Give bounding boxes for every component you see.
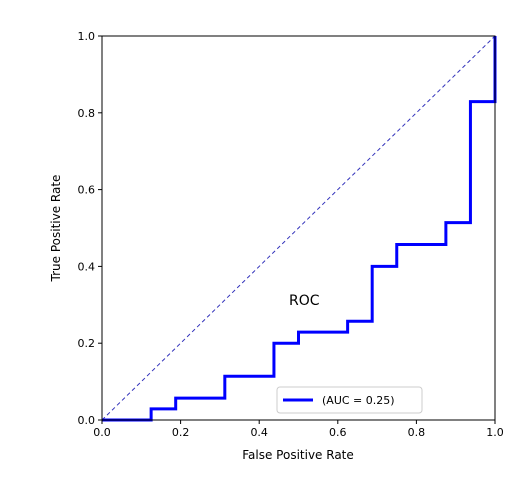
x-tick-label: 0.2 [172, 426, 190, 439]
legend-label: (AUC = 0.25) [322, 394, 395, 407]
y-axis-ticks: 0.0 0.2 0.4 0.6 0.8 1.0 [78, 30, 102, 427]
x-axis-ticks: 0.0 0.2 0.4 0.6 0.8 1.0 [93, 420, 504, 439]
roc-annotation: ROC [289, 293, 320, 309]
roc-curve-line [102, 36, 497, 422]
y-tick-label: 0.2 [78, 337, 96, 350]
legend: (AUC = 0.25) [276, 386, 423, 414]
x-tick-label: 0.6 [329, 426, 347, 439]
x-axis-label: False Positive Rate [242, 448, 354, 462]
x-tick-label: 0.0 [93, 426, 111, 439]
y-tick-label: 0.6 [78, 184, 96, 197]
y-axis-label: True Positive Rate [49, 175, 63, 283]
plot-area [101, 35, 497, 422]
x-tick-label: 0.8 [408, 426, 426, 439]
x-tick-label: 0.4 [250, 426, 268, 439]
y-tick-label: 1.0 [78, 30, 96, 43]
plot-frame [101, 35, 496, 421]
y-tick-label: 0.4 [78, 260, 96, 273]
x-tick-label: 1.0 [486, 426, 504, 439]
chance-diagonal-line [101, 35, 496, 421]
y-tick-label: 0.8 [78, 107, 96, 120]
legend-box [276, 386, 423, 414]
y-tick-label: 0.0 [78, 414, 96, 427]
